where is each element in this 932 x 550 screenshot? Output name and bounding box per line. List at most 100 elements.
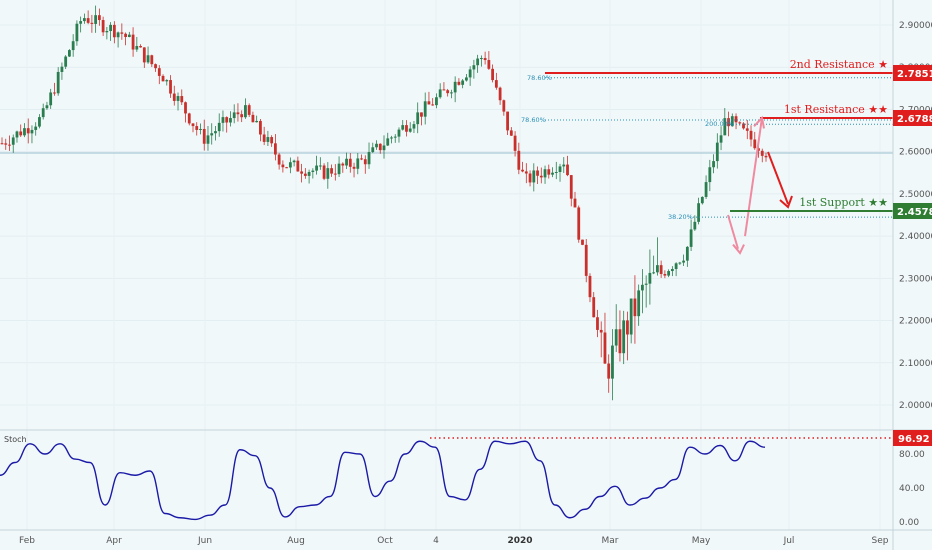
candle-body	[502, 100, 506, 112]
candle-body	[521, 169, 524, 172]
candle-body	[607, 363, 611, 379]
stochastic-tick-label: 0.00	[899, 518, 919, 528]
candle-body	[730, 116, 734, 127]
time-tick-label: 4	[433, 536, 439, 546]
price-pane[interactable]: 78.60% 78.60% 200.00% 38.20% 2nd Resistance…	[0, 0, 893, 530]
candle-body	[112, 24, 116, 38]
candle-body	[105, 31, 109, 33]
candle-body	[506, 111, 509, 131]
candle-body	[244, 105, 247, 118]
time-axis[interactable]: Feb Apr Jun Aug Oct 4 2020 Mar May Jul Sep	[0, 529, 932, 546]
candle-body	[135, 45, 139, 50]
candle-body	[431, 104, 435, 106]
candle-body	[483, 58, 487, 61]
candle-body	[82, 18, 86, 22]
candle-body	[169, 80, 172, 94]
candle-body	[566, 164, 569, 176]
candle-body	[229, 118, 232, 123]
candle-body	[614, 329, 618, 346]
candle-body	[539, 175, 543, 178]
candle-body	[288, 162, 292, 168]
candle-body	[547, 169, 551, 175]
price-tick-label: 2.00000	[899, 401, 932, 411]
candle-body	[4, 143, 8, 145]
candle-body	[667, 271, 671, 276]
candle-body	[262, 134, 266, 142]
stochastic-value-tag	[893, 430, 932, 446]
candle-body	[742, 123, 745, 129]
pattern-arrow-head	[753, 115, 765, 129]
candle-body	[408, 128, 412, 132]
candle-body	[94, 15, 98, 24]
time-tick-label: Feb	[19, 536, 35, 546]
candle-body	[240, 114, 244, 118]
candle-body	[659, 265, 663, 274]
level-price-tag	[893, 110, 932, 126]
candle-body	[34, 126, 38, 130]
candle-body	[738, 122, 742, 124]
candle-body	[142, 47, 146, 63]
candle-body	[476, 58, 480, 66]
candle-body	[626, 320, 629, 335]
candle-body	[75, 23, 79, 42]
candle-body	[191, 123, 195, 127]
time-tick-label: Jun	[197, 536, 212, 546]
candle-body	[68, 50, 71, 57]
fib-label: 78.60%	[527, 74, 552, 82]
candle-body	[712, 161, 715, 168]
candle-body	[745, 128, 749, 131]
candle-body	[719, 135, 723, 143]
price-axis[interactable]: 2.900002.800002.700002.600002.500002.400…	[892, 0, 932, 550]
projection-arrow-head	[779, 195, 793, 209]
candle-body	[109, 24, 113, 32]
candle-body	[663, 273, 667, 276]
candle-body	[124, 33, 127, 38]
candle-body	[757, 148, 760, 151]
candle-body	[49, 92, 53, 106]
candle-body	[225, 117, 229, 123]
candle-body	[15, 131, 19, 138]
candle-body	[273, 143, 277, 155]
stochastic-title: Stoch	[4, 435, 27, 444]
candle-body	[202, 128, 206, 144]
candle-body	[199, 128, 202, 130]
stochastic-pane[interactable]: Stoch 80.00 40.00 0.00 96.92	[0, 430, 932, 528]
fib-label: 38.20%	[668, 213, 693, 221]
candle-body	[442, 89, 446, 91]
candle-body	[652, 272, 656, 274]
pattern-leg	[727, 214, 739, 250]
candle-body	[524, 171, 528, 174]
candle-body	[41, 108, 45, 118]
candle-body	[330, 168, 333, 174]
candle-body	[603, 332, 607, 364]
candle-body	[551, 172, 554, 175]
fib-label: 200.00%	[705, 120, 734, 128]
candle-body	[569, 175, 573, 199]
candle-body	[127, 34, 131, 38]
fibonacci-annotations: 78.60% 78.60% 200.00% 38.20%	[521, 74, 893, 250]
candle-body	[697, 203, 700, 222]
candle-body	[689, 229, 693, 247]
candle-body	[453, 81, 457, 93]
time-tick-label: May	[692, 536, 711, 546]
candle-body	[30, 129, 34, 134]
candle-body	[577, 207, 581, 240]
candle-body	[457, 81, 461, 85]
level-label: 2nd Resistance ★	[790, 58, 888, 71]
candle-body	[131, 34, 135, 50]
candle-body	[412, 124, 416, 129]
candle-body	[375, 143, 378, 148]
candle-body	[206, 135, 210, 144]
candle-body	[468, 69, 472, 78]
stochastic-value-text: 96.92	[898, 434, 930, 445]
candle-body	[382, 145, 386, 151]
candle-body	[704, 182, 708, 197]
candle-body	[581, 239, 584, 245]
candle-body	[214, 131, 217, 134]
candle-body	[236, 112, 240, 115]
candle-body	[341, 163, 345, 166]
candle-body	[333, 173, 337, 175]
candle-body	[195, 126, 199, 130]
candle-body	[161, 75, 165, 82]
